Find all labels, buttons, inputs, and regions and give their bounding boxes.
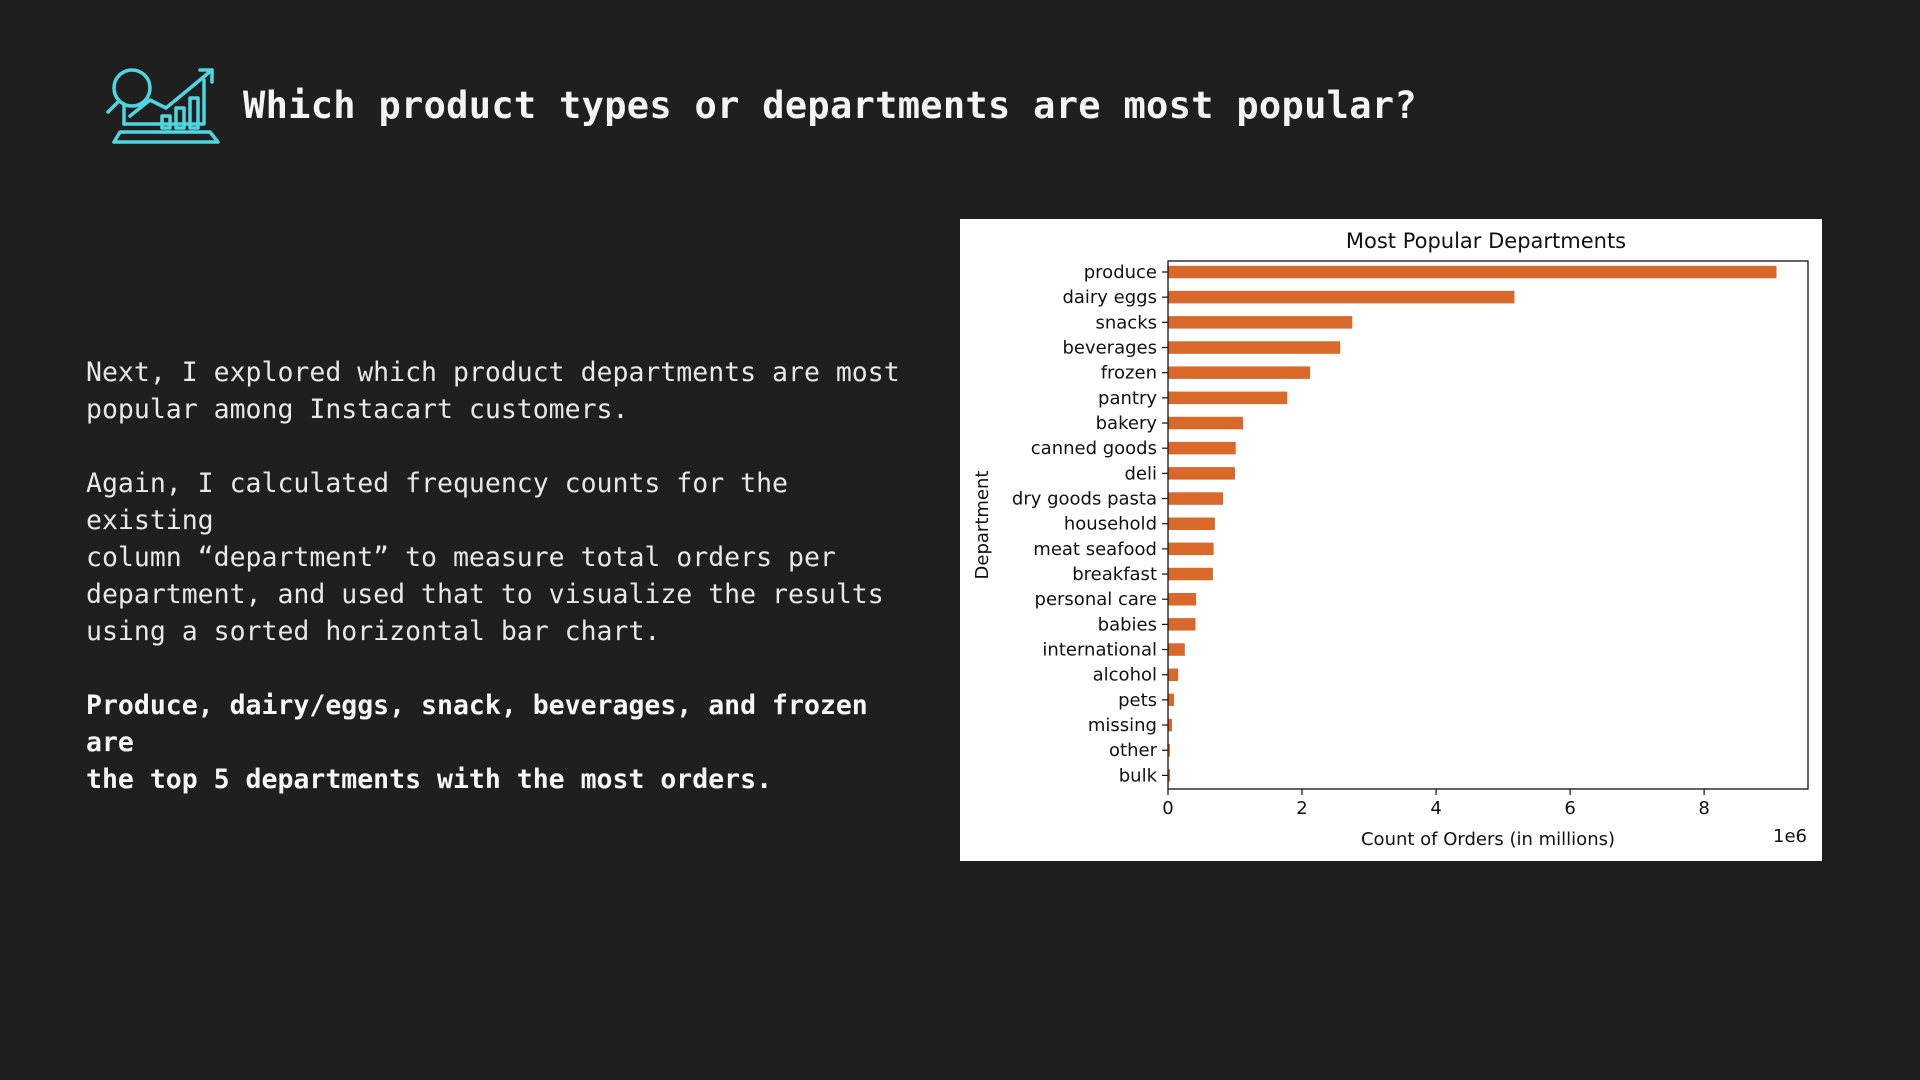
department-bar-chart: Most Popular Departments produce dairy eg…	[972, 229, 1809, 850]
bar-alcohol	[1168, 668, 1179, 681]
bar-other	[1168, 744, 1170, 757]
y-tick-label: pantry	[1098, 388, 1157, 409]
bar-international	[1168, 643, 1185, 656]
chart-panel: Most Popular Departments produce dairy eg…	[960, 219, 1822, 861]
x-tick-label: 0	[1162, 798, 1173, 819]
bar-babies	[1168, 618, 1196, 631]
bar-dairy-eggs	[1168, 290, 1515, 304]
bar-frozen	[1168, 366, 1311, 379]
y-tick-label: beverages	[1062, 338, 1157, 359]
chart-title: Most Popular Departments	[1346, 229, 1626, 253]
x-axis-label: Count of Orders (in millions)	[1361, 829, 1615, 850]
y-ticks-group: produce dairy eggs snacks beverages frozen pa…	[1012, 262, 1168, 786]
x-ticks-group: 0 2 4 6 8	[1162, 789, 1710, 819]
y-tick-label: breakfast	[1072, 564, 1157, 585]
y-tick-label: deli	[1124, 463, 1157, 484]
y-tick-label: bulk	[1119, 765, 1158, 786]
bar-meat-seafood	[1168, 542, 1214, 556]
bar-pantry	[1168, 391, 1288, 405]
bar-bakery	[1168, 416, 1244, 430]
method-paragraph: Again, I calculated frequency counts for…	[86, 468, 884, 647]
bar-snacks	[1168, 316, 1353, 329]
y-tick-label: frozen	[1101, 363, 1157, 384]
bar-pets	[1168, 693, 1174, 707]
y-tick-label: canned goods	[1031, 438, 1157, 459]
bar-breakfast	[1168, 567, 1213, 581]
page-title: Which product types or departments are m…	[243, 84, 1417, 127]
bar-bulk	[1168, 769, 1170, 782]
x-tick-label: 6	[1564, 798, 1575, 819]
y-tick-label: dairy eggs	[1062, 287, 1157, 308]
x-tick-label: 8	[1698, 798, 1709, 819]
x-tick-label: 2	[1296, 798, 1307, 819]
intro-paragraph: Next, I explored which product departmen…	[86, 357, 900, 425]
bars-group	[1168, 265, 1777, 782]
bar-household	[1168, 517, 1215, 530]
bar-missing	[1168, 718, 1172, 732]
analytics-chart-icon	[106, 66, 226, 150]
y-tick-label: international	[1042, 640, 1157, 661]
y-tick-label: personal care	[1035, 589, 1157, 610]
y-tick-label: other	[1109, 740, 1158, 761]
bar-personal-care	[1168, 593, 1197, 606]
conclusion-paragraph: Produce, dairy/eggs, snack, beverages, a…	[86, 690, 868, 795]
description-text: Next, I explored which product departmen…	[86, 354, 916, 835]
bar-beverages	[1168, 341, 1341, 354]
y-tick-label: alcohol	[1093, 665, 1157, 686]
plot-frame	[1167, 260, 1809, 790]
y-tick-label: babies	[1098, 614, 1157, 635]
y-tick-label: pets	[1118, 690, 1157, 711]
y-tick-label: snacks	[1095, 312, 1157, 333]
bar-canned-goods	[1168, 441, 1236, 455]
y-axis-label: Department	[972, 471, 993, 580]
bar-dry-goods-pasta	[1168, 492, 1223, 505]
x-offset-label: 1e6	[1773, 826, 1807, 847]
x-tick-label: 4	[1430, 798, 1441, 819]
y-tick-label: dry goods pasta	[1012, 489, 1157, 510]
y-tick-label: meat seafood	[1033, 539, 1157, 560]
y-tick-label: missing	[1088, 715, 1157, 736]
y-tick-label: household	[1064, 514, 1157, 535]
y-tick-label: produce	[1084, 262, 1157, 283]
y-tick-label: bakery	[1096, 413, 1158, 434]
bar-deli	[1168, 467, 1235, 480]
bar-produce	[1168, 265, 1777, 279]
